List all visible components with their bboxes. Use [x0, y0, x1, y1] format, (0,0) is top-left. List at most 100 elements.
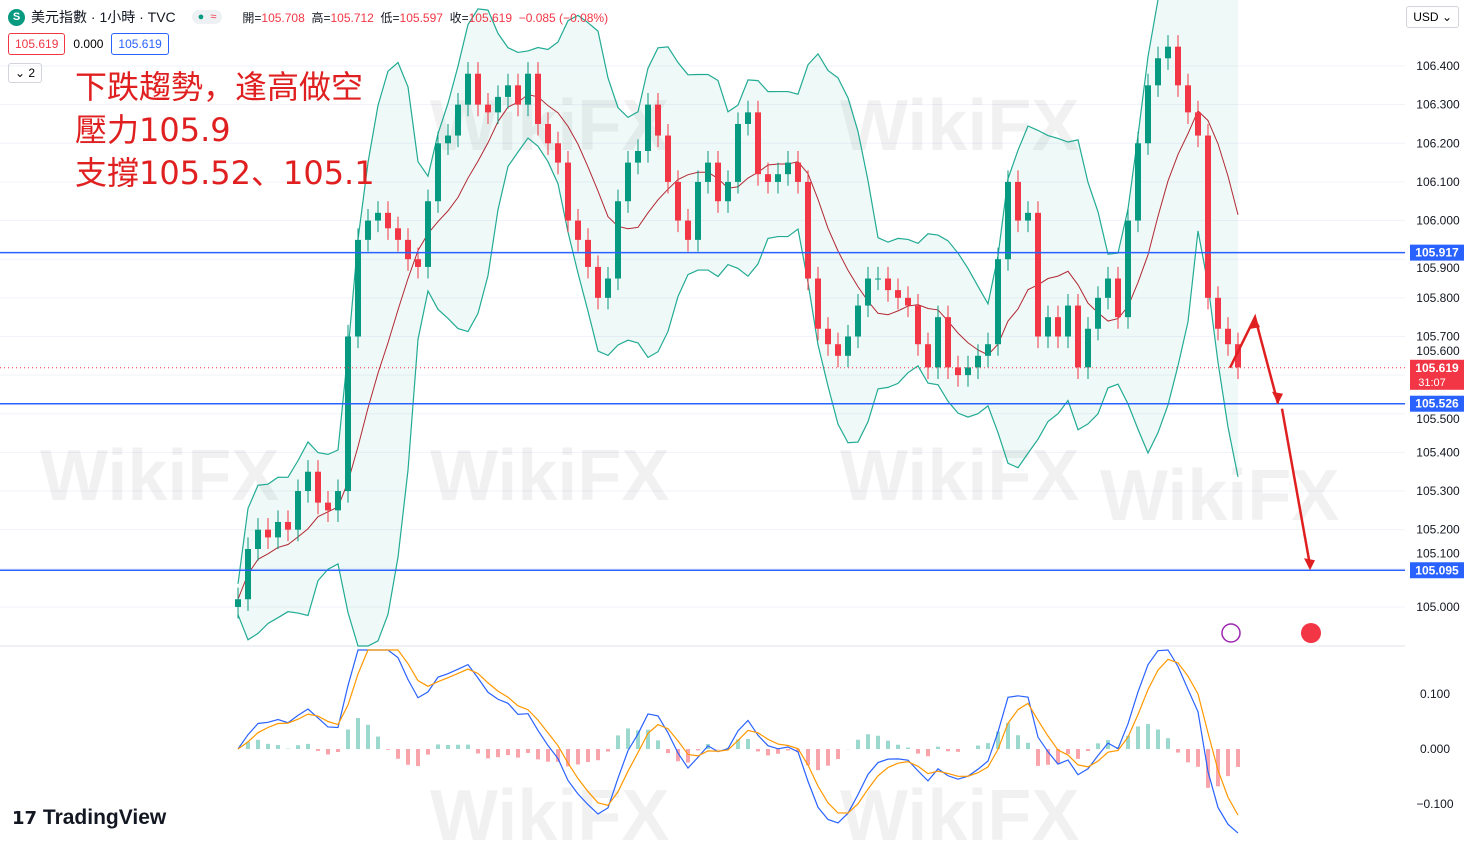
macd-histogram-bar	[256, 739, 260, 749]
macd-histogram-bar	[576, 749, 580, 765]
macd-histogram-bar	[1046, 749, 1050, 765]
candle-body	[1075, 305, 1081, 368]
candle-body	[895, 290, 901, 298]
candle-body	[915, 305, 921, 345]
candle-body	[1055, 317, 1061, 337]
candle-body	[435, 143, 441, 202]
candle-body	[575, 220, 581, 240]
candle-body	[495, 96, 501, 113]
candle-body	[385, 212, 391, 229]
macd-histogram-bar	[456, 744, 460, 749]
macd-histogram-bar	[386, 749, 390, 750]
candle-body	[1215, 297, 1221, 329]
price-tick-label: 106.000	[1416, 214, 1460, 228]
sell-button[interactable]: 105.619	[8, 33, 66, 55]
candle-body	[475, 73, 481, 105]
candle-body	[795, 162, 801, 182]
macd-histogram-bar	[376, 736, 380, 749]
collapse-indicators-button[interactable]: ⌄ 2	[8, 63, 43, 83]
macd-tick-label: 0.000	[1420, 742, 1450, 756]
watermark: WikiFX	[430, 436, 669, 516]
macd-histogram-bar	[896, 744, 900, 749]
macd-histogram-bar	[1076, 749, 1080, 759]
candle-body	[545, 123, 551, 144]
candle-body	[995, 259, 1001, 345]
candle-body	[975, 355, 981, 368]
bollinger-upper	[237, 0, 1159, 584]
macd-histogram-bar	[646, 729, 650, 749]
macd-tick-label: 0.100	[1420, 687, 1450, 701]
macd-histogram-bar	[596, 749, 600, 761]
price-tick-label: 105.200	[1416, 523, 1460, 537]
macd-histogram-bar	[676, 749, 680, 762]
macd-histogram-bar	[1146, 724, 1150, 749]
candle-body	[705, 162, 711, 182]
macd-histogram-bar	[756, 749, 760, 752]
candle-body	[425, 201, 431, 267]
price-tick-label: 105.300	[1416, 484, 1460, 498]
candle-body	[355, 239, 361, 337]
candle-body	[1225, 328, 1231, 345]
price-tick-label: 105.900	[1416, 261, 1460, 275]
candle-body	[675, 181, 681, 221]
macd-tick-label: −0.100	[1416, 797, 1453, 811]
macd-histogram-bar	[306, 743, 310, 749]
macd-histogram-bar	[956, 749, 960, 752]
macd-histogram-bar	[426, 749, 430, 755]
watermark: WikiFX	[1100, 456, 1339, 536]
macd-histogram-bar	[346, 729, 350, 749]
price-tick-label: 106.100	[1416, 175, 1460, 189]
macd-histogram-bar	[416, 749, 420, 767]
macd-histogram-bar	[1236, 749, 1240, 767]
macd-histogram-bar	[1066, 749, 1070, 754]
candle-body	[965, 367, 971, 376]
macd-histogram-bar	[366, 724, 370, 749]
candle-body	[755, 112, 761, 175]
candle-body	[345, 336, 351, 492]
macd-histogram-bar	[696, 749, 700, 751]
macd-histogram-bar	[536, 749, 540, 760]
candle-body	[1185, 85, 1191, 113]
buy-button[interactable]: 105.619	[111, 33, 169, 55]
candle-body	[245, 549, 251, 600]
watermark: WikiFX	[840, 436, 1079, 516]
candle-body	[665, 135, 671, 182]
macd-histogram-bar	[396, 749, 400, 759]
candle-body	[335, 491, 341, 511]
macd-histogram-bar	[1136, 726, 1140, 749]
macd-histogram-bar	[736, 739, 740, 749]
macd-histogram-bar	[636, 730, 640, 749]
symbol-title[interactable]: 美元指數 · 1小時 · TVC	[31, 9, 176, 25]
candle-body	[415, 259, 421, 267]
candle-body	[1195, 112, 1201, 136]
bollinger-lower	[237, 137, 1239, 647]
macd-histogram-bar	[506, 749, 510, 756]
candle-body	[855, 305, 861, 337]
macd-histogram-bar	[1096, 743, 1100, 749]
status-pill[interactable]: ● ≈	[191, 10, 223, 24]
candle-body	[825, 328, 831, 345]
macd-histogram-bar	[436, 744, 440, 749]
macd-histogram-bar	[546, 749, 550, 762]
candle-body	[1005, 181, 1011, 260]
macd-histogram-bar	[266, 743, 270, 749]
candle-body	[555, 143, 561, 163]
candle-body	[265, 529, 271, 538]
macd-histogram-bar	[906, 747, 910, 749]
candle-body	[845, 336, 851, 356]
level-label-bg	[1410, 244, 1464, 261]
legend-header: S 美元指數 · 1小時 · TVC ● ≈ 開=105.708 高=105.71…	[8, 7, 608, 27]
candle-body	[685, 220, 691, 240]
macd-histogram-bar	[326, 749, 330, 755]
candle-body	[525, 73, 531, 105]
watermark: WikiFX	[40, 436, 279, 516]
candle-body	[1175, 46, 1181, 86]
annotation-text: 下跌趨勢，逢高做空 壓力105.9 支撐105.52、105.1	[75, 68, 375, 192]
candle-body	[365, 220, 371, 240]
signal-line	[237, 649, 1239, 816]
candle-body	[465, 73, 471, 105]
candle-body	[235, 599, 241, 607]
currency-select[interactable]: USD ⌄	[1406, 6, 1459, 28]
macd-histogram-bar	[746, 738, 750, 749]
